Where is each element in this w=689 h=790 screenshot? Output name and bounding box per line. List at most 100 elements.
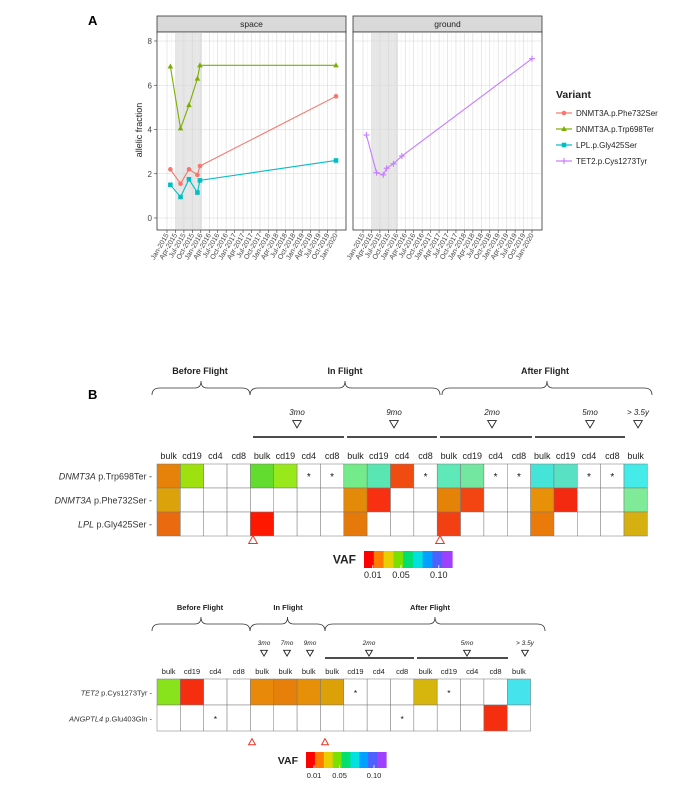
column-label: cd4: [373, 667, 385, 676]
phase-title: After Flight: [521, 366, 569, 376]
heat-cell: [156, 678, 181, 706]
data-point: [561, 126, 567, 131]
heat-cell: [203, 678, 228, 706]
column-label: cd8: [605, 451, 620, 461]
heat-cell: [413, 511, 438, 537]
legend: Variant DNMT3A.p.Phe732Ser DNMT3A.p.Trp698…: [556, 89, 658, 166]
data-point: [197, 178, 203, 183]
heatmap-bottom: TET2 p.Cys1273Tyr - * * ANGPTL4 p.Glu403Gln…: [68, 603, 546, 780]
timepoint-marker: [520, 649, 530, 657]
series-DNMT3A.p.Phe732Ser: [168, 94, 339, 187]
column-label: cd4: [395, 451, 410, 461]
heat-cell: [250, 463, 274, 489]
column-label: cd8: [512, 451, 527, 461]
legend-title: Variant: [556, 89, 592, 101]
row-label: LPL p.Gly425Ser -: [78, 520, 152, 530]
data-point: [178, 181, 183, 187]
heat-cell: [507, 511, 531, 537]
heat-cell: [296, 487, 321, 513]
column-label: bulk: [512, 667, 526, 676]
data-point: [529, 55, 535, 62]
heat-cell: [530, 487, 555, 513]
color-bar-segment: [341, 752, 352, 768]
data-point: [177, 125, 184, 131]
heat-cell-star: *: [517, 472, 521, 483]
heat-cell: [366, 487, 391, 513]
phase-title: Before Flight: [177, 603, 224, 612]
column-label: bulk: [325, 667, 339, 676]
heat-cell: [203, 511, 228, 537]
y-tick-label: 2: [148, 170, 153, 179]
heat-cell: [296, 678, 321, 706]
heat-cell: [577, 511, 601, 537]
heat-cell: [320, 511, 345, 537]
timepoint-marker: [291, 420, 303, 429]
data-point: [178, 194, 183, 200]
phase-title: After Flight: [410, 603, 450, 612]
color-bar-segment: [373, 551, 385, 568]
phase-title: In Flight: [273, 603, 303, 612]
heat-cell: [250, 511, 274, 537]
column-label: cd19: [347, 667, 363, 676]
heat-cell: [460, 463, 485, 489]
timepoint-label: 3mo: [258, 640, 271, 647]
data-point: [390, 160, 397, 167]
column-label: cd8: [396, 667, 408, 676]
heat-cell: [507, 487, 531, 513]
timepoint-label: > 3.5y: [627, 408, 650, 417]
y-tick-label: 6: [148, 81, 153, 90]
color-bar-segment: [377, 752, 387, 768]
color-bar-tick-label: 0.01: [364, 570, 382, 580]
color-bar-tick-label: 0.05: [332, 771, 347, 780]
column-label: bulk: [162, 667, 176, 676]
color-bar-segment: [403, 551, 414, 568]
facet-label: ground: [434, 19, 461, 29]
data-point: [168, 167, 173, 172]
column-label: cd4: [488, 451, 503, 461]
heat-cell: [390, 463, 415, 489]
heat-cell: [460, 511, 485, 537]
heat-cell: [156, 704, 181, 732]
heat-cell: [296, 511, 321, 537]
y-tick-label: 4: [148, 126, 153, 135]
heat-cell: [483, 511, 508, 537]
color-bar-segment: [332, 752, 343, 768]
row-gene: LPL: [78, 520, 94, 530]
column-label: cd4: [302, 451, 317, 461]
row-change: p.Glu403Gln -: [103, 715, 152, 724]
series-DNMT3A.p.Trp698Ter: [167, 62, 339, 131]
timepoint-label: 9mo: [386, 408, 402, 417]
launch-marker: [434, 534, 446, 544]
heat-cell: [180, 678, 204, 706]
heat-cell: [623, 511, 648, 537]
heat-cell: [623, 463, 648, 489]
heat-cell-star: *: [354, 688, 358, 698]
column-label: cd19: [556, 451, 576, 461]
heat-cell: [156, 511, 181, 537]
y-tick-label: 0: [148, 214, 153, 223]
heat-cell: [320, 704, 345, 732]
column-label: bulk: [255, 667, 269, 676]
column-label: bulk: [441, 451, 458, 461]
heat-cell: [436, 463, 461, 489]
phase-brace: [324, 616, 546, 632]
heat-cell: [273, 678, 298, 706]
column-label: cd8: [418, 451, 433, 461]
row-change: p.Cys1273Tyr -: [99, 689, 152, 698]
column-label: bulk: [419, 667, 433, 676]
data-point: [561, 142, 567, 148]
heat-cell-star: *: [494, 472, 498, 483]
heat-cell: [460, 487, 485, 513]
timepoint-marker: [305, 649, 315, 657]
heat-cell: [273, 463, 298, 489]
row-label: ANGPTL4 p.Glu403Gln -: [68, 715, 152, 724]
heat-cell: [320, 678, 345, 706]
heat-cell: [366, 678, 391, 706]
timepoint-marker: [259, 649, 269, 657]
heat-cell-star: *: [307, 472, 311, 483]
panel-label-a: A: [88, 13, 98, 28]
legend-entry: DNMT3A.p.Trp698Ter: [576, 125, 654, 134]
heatmap-top: DNMT3A p.Trp698Ter - * * * * * * * DNMT3A p.Phe7…: [54, 366, 653, 580]
row-label: DNMT3A p.Phe732Ser -: [54, 496, 152, 506]
color-bar-segment: [393, 551, 404, 568]
